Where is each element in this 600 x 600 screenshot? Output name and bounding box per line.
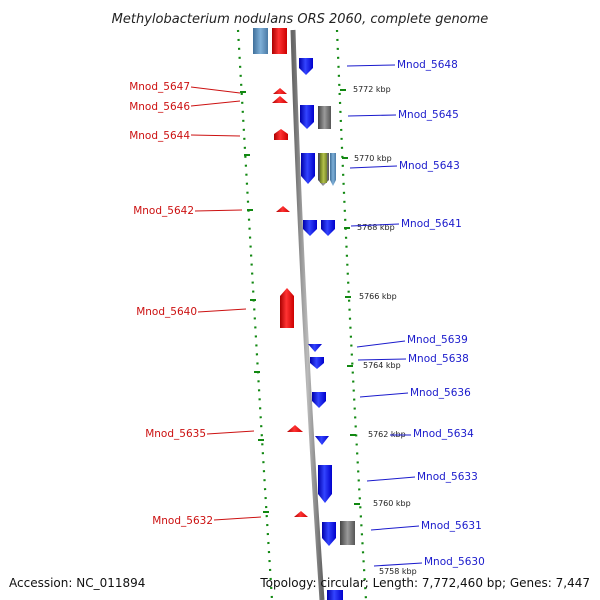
gene-block-mnod-5645-neighbor[interactable] xyxy=(318,106,331,129)
gene-label-mnod-5644[interactable]: Mnod_5644 xyxy=(129,130,190,142)
gene-label-mnod-5647[interactable]: Mnod_5647 xyxy=(129,81,190,93)
gene-arrow-mnod-5636[interactable] xyxy=(312,392,326,408)
gene-arrow-mnod-5642[interactable] xyxy=(276,206,290,212)
tick-label: 5760 kbp xyxy=(373,499,411,508)
tick-label: 5772 kbp xyxy=(353,85,391,94)
gene-label-mnod-5639[interactable]: Mnod_5639 xyxy=(407,334,468,346)
accession-text: Accession: NC_011894 xyxy=(9,576,145,590)
gene-arrow-mnod-5641-b[interactable] xyxy=(321,220,335,236)
gene-label-mnod-5646[interactable]: Mnod_5646 xyxy=(129,101,190,113)
genome-backbone xyxy=(290,29,325,600)
left-leader-lines xyxy=(190,86,262,521)
gene-arrow-mnod-5647[interactable] xyxy=(273,88,287,94)
gene-label-mnod-5641[interactable]: Mnod_5641 xyxy=(401,218,462,230)
gene-arrow-mnod-5645[interactable] xyxy=(300,105,314,129)
gene-label-mnod-5640[interactable]: Mnod_5640 xyxy=(136,306,197,318)
gene-arrow-mnod-5635[interactable] xyxy=(287,425,303,432)
partial-feature-steel xyxy=(253,28,268,54)
tick-label: 5766 kbp xyxy=(359,292,397,301)
gene-arrow-mnod-5639[interactable] xyxy=(308,344,322,352)
tick-label: 5770 kbp xyxy=(354,154,392,163)
gene-arrow-mnod-5648[interactable] xyxy=(299,58,313,75)
gene-label-mnod-5635[interactable]: Mnod_5635 xyxy=(145,428,206,440)
gene-arrow-mnod-5643-c[interactable] xyxy=(330,153,336,186)
gene-block-olive[interactable] xyxy=(320,153,327,183)
gene-label-mnod-5638[interactable]: Mnod_5638 xyxy=(408,353,469,365)
gene-label-mnod-5636[interactable]: Mnod_5636 xyxy=(410,387,471,399)
gene-label-mnod-5648[interactable]: Mnod_5648 xyxy=(397,59,458,71)
gene-arrow-mnod-5631[interactable] xyxy=(322,522,336,546)
gene-arrow-mnod-5638[interactable] xyxy=(310,357,324,369)
tick-label: 5758 kbp xyxy=(379,567,417,576)
gene-arrow-mnod-5640[interactable] xyxy=(280,288,294,328)
gene-label-mnod-5630[interactable]: Mnod_5630 xyxy=(424,556,485,568)
gene-arrow-mnod-5632[interactable] xyxy=(294,511,308,517)
gene-arrow-mnod-5646[interactable] xyxy=(272,96,288,103)
tick-label: 5768 kbp xyxy=(357,223,395,232)
gene-label-mnod-5631[interactable]: Mnod_5631 xyxy=(421,520,482,532)
gene-label-mnod-5642[interactable]: Mnod_5642 xyxy=(133,205,194,217)
gene-arrow-mnod-5643[interactable] xyxy=(301,153,315,184)
partial-feature-bottom xyxy=(327,590,343,600)
gene-arrow-mnod-5644[interactable] xyxy=(274,129,288,140)
tick-marks xyxy=(240,89,360,513)
gene-label-mnod-5632[interactable]: Mnod_5632 xyxy=(152,515,213,527)
gene-arrow-mnod-5641[interactable] xyxy=(303,220,317,236)
tick-label: 5762 kbp xyxy=(368,430,406,439)
gene-arrow-mnod-5634[interactable] xyxy=(315,436,329,445)
gene-arrow-mnod-5633[interactable] xyxy=(318,465,332,503)
partial-feature-red xyxy=(272,28,287,54)
tick-label: 5764 kbp xyxy=(363,361,401,370)
gene-label-mnod-5645[interactable]: Mnod_5645 xyxy=(398,109,459,121)
gene-label-mnod-5633[interactable]: Mnod_5633 xyxy=(417,471,478,483)
right-leader-lines xyxy=(346,64,423,567)
gene-label-mnod-5634[interactable]: Mnod_5634 xyxy=(413,428,474,440)
map-title: Methylobacterium nodulans ORS 2060, comp… xyxy=(112,12,489,27)
gene-label-mnod-5643[interactable]: Mnod_5643 xyxy=(399,160,460,172)
left-grid-ring xyxy=(236,29,274,600)
gene-block-mnod-5631-neighbor[interactable] xyxy=(340,521,355,545)
genome-info-text: Topology: circular; Length: 7,772,460 bp… xyxy=(259,576,590,590)
